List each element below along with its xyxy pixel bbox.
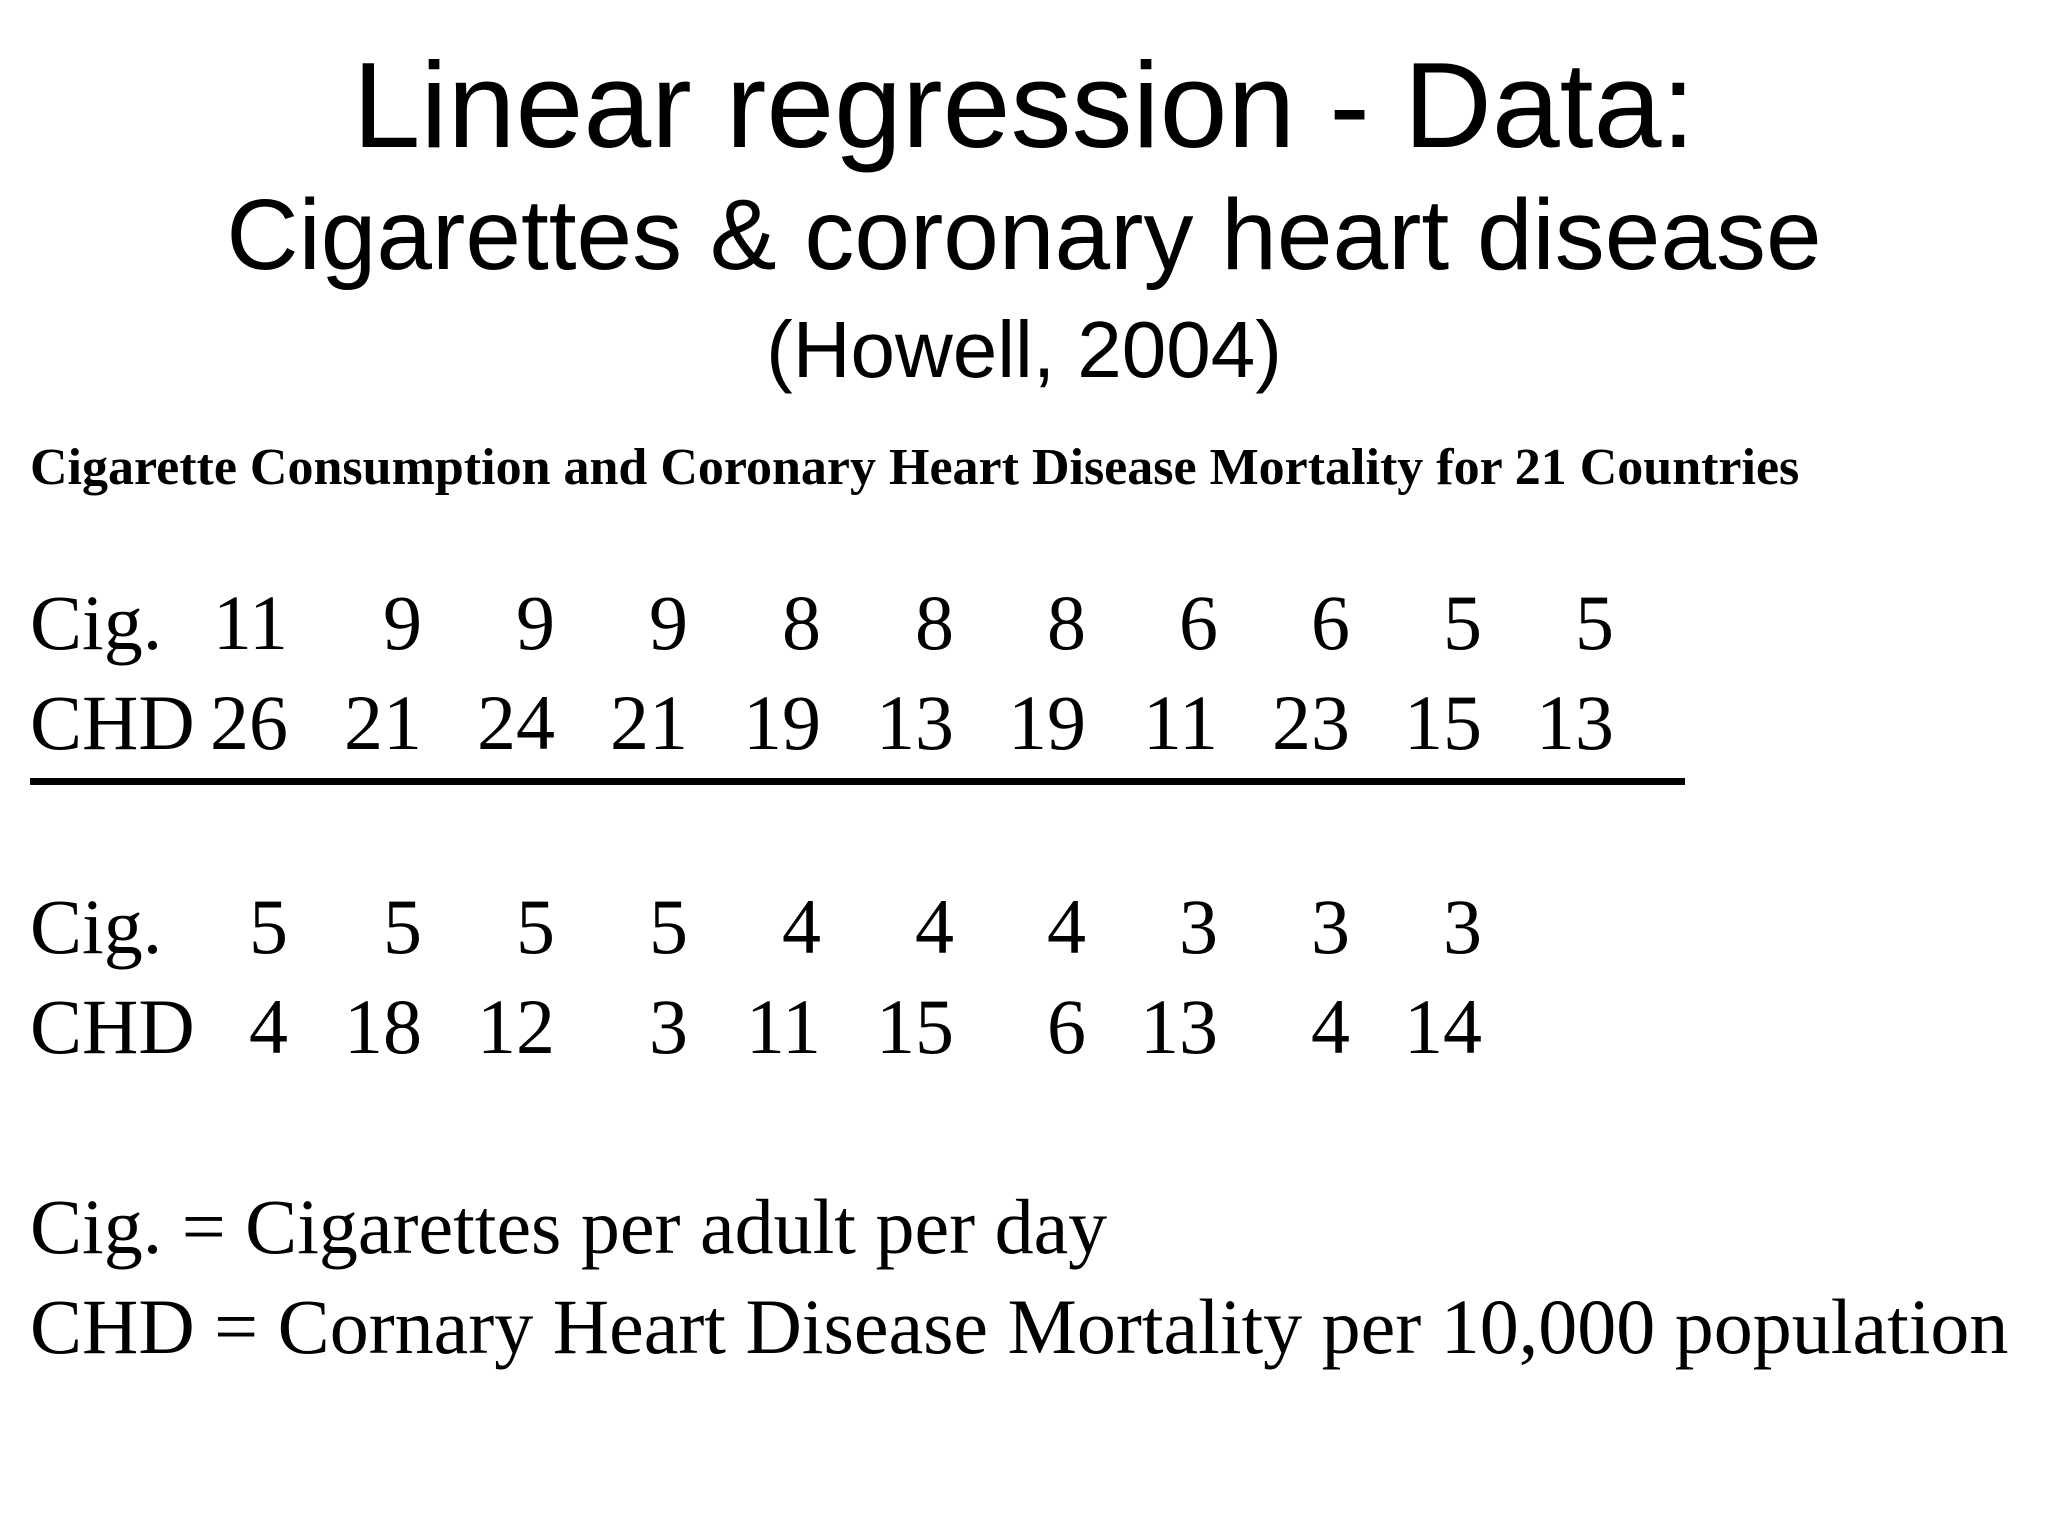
block2-chd-value: 6	[1047, 983, 1086, 1070]
block1-chd-value: 11	[1142, 679, 1218, 766]
block1-cig-label: Cig.	[30, 579, 163, 666]
block2-cig-value: 5	[516, 883, 555, 970]
block2-chd-label: CHD	[30, 983, 195, 1070]
block2-cig-value: 5	[649, 883, 688, 970]
legend-cig-definition: Cig. = Cigarettes per adult per day	[30, 1183, 1108, 1270]
block1-chd-value: 26	[210, 679, 288, 766]
block2-chd-value: 3	[649, 983, 688, 1070]
block1-chd-value: 21	[344, 679, 422, 766]
block1-cig-value: 11	[212, 579, 288, 666]
block2-cig-value: 3	[1443, 883, 1482, 970]
block2-chd-value: 18	[344, 983, 422, 1070]
block2-cig-value: 4	[782, 883, 821, 970]
block1-cig-value: 8	[782, 579, 821, 666]
block1-cig-value: 5	[1443, 579, 1482, 666]
block1-cig-value: 6	[1179, 579, 1218, 666]
block1-chd-value: 23	[1272, 679, 1350, 766]
block1-cig-value: 6	[1311, 579, 1350, 666]
block2-cig-value: 4	[915, 883, 954, 970]
block2-cig-value: 3	[1179, 883, 1218, 970]
legend-chd-definition: CHD = Cornary Heart Disease Mortality pe…	[30, 1283, 2009, 1370]
block1-cig-value: 9	[516, 579, 555, 666]
slide-title: Linear regression - Data: Cigarettes & c…	[0, 40, 2048, 400]
block2-cig-value: 5	[249, 883, 288, 970]
block2-chd-value: 13	[1140, 983, 1218, 1070]
block1-chd-value: 19	[743, 679, 821, 766]
block2-cig-value: 3	[1311, 883, 1350, 970]
block2-cig-label: Cig.	[30, 883, 163, 970]
block2-chd-value: 4	[249, 983, 288, 1070]
block2-chd-value: 15	[876, 983, 954, 1070]
block1-chd-value: 13	[876, 679, 954, 766]
table-heading: Cigarette Consumption and Coronary Heart…	[30, 439, 1800, 496]
block1-cig-value: 8	[915, 579, 954, 666]
title-citation: (Howell, 2004)	[766, 305, 1282, 394]
block2-cig-value: 5	[383, 883, 422, 970]
block1-cig-value: 8	[1047, 579, 1086, 666]
block1-chd-label: CHD	[30, 679, 195, 766]
block1-cig-value: 5	[1575, 579, 1614, 666]
table-divider	[30, 778, 1685, 785]
block1-chd-value: 13	[1536, 679, 1614, 766]
block2-chd-value: 14	[1404, 983, 1482, 1070]
block1-cig-value: 9	[383, 579, 422, 666]
block2-chd-value: 12	[477, 983, 555, 1070]
block1-chd-value: 21	[610, 679, 688, 766]
block1-chd-value: 19	[1008, 679, 1086, 766]
block1-cig-value: 9	[649, 579, 688, 666]
block1-chd-value: 24	[477, 679, 555, 766]
block2-cig-value: 4	[1047, 883, 1086, 970]
block2-chd-value: 4	[1311, 983, 1350, 1070]
block1-chd-value: 15	[1404, 679, 1482, 766]
title-subtitle: Cigarettes & coronary heart disease	[226, 179, 1822, 291]
title-main: Linear regression - Data:	[352, 37, 1696, 173]
block2-chd-value: 11	[745, 983, 821, 1070]
